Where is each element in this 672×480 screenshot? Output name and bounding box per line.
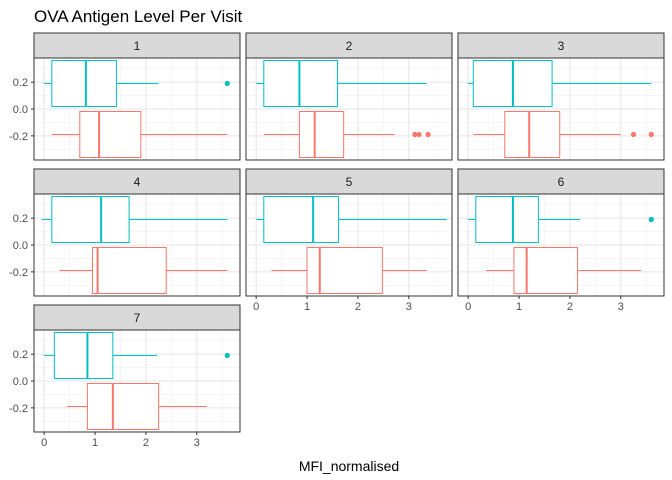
box-iqr (298, 111, 345, 158)
x-tick-label: 2 (143, 437, 149, 449)
box-iqr (306, 247, 383, 294)
boxplot (59, 247, 228, 294)
facet-panel-1: 1 0.2 0.0 -0.2 (9, 32, 241, 161)
box-iqr (263, 60, 339, 107)
outlier-point (416, 131, 422, 138)
boxplot (473, 111, 654, 158)
box-iqr (51, 60, 117, 107)
box-iqr (86, 383, 160, 430)
x-tick-label: 0 (253, 301, 259, 313)
boxplot (256, 60, 427, 107)
x-tick-label: 3 (406, 301, 412, 313)
facet-panel-7: 7 0.2 0.0 -0.2 0 1 2 3 (9, 304, 241, 449)
facet-strip-label: 1 (134, 39, 141, 53)
facet-strip (457, 32, 665, 59)
boxplot (44, 332, 230, 379)
x-axis-title: MFI_normalised (299, 458, 399, 474)
boxplot (468, 60, 652, 107)
boxplot (51, 111, 228, 158)
facet-strip-label: 7 (134, 311, 141, 325)
panel-border (245, 193, 453, 297)
y-tick-label: 0.2 (13, 213, 28, 225)
boxplot (263, 111, 431, 158)
panel-border (457, 57, 665, 161)
y-tick-label: -0.2 (9, 131, 28, 143)
boxplot (67, 383, 207, 430)
boxplot (256, 196, 447, 243)
x-tick-label: 1 (92, 437, 98, 449)
facet-strip-label: 6 (558, 175, 565, 189)
facet-strip (33, 32, 241, 59)
y-tick-label: -0.2 (9, 403, 28, 415)
box-iqr (504, 111, 561, 158)
x-tick-label: 0 (41, 437, 47, 449)
box-iqr (53, 332, 114, 379)
x-tick-label: 1 (304, 301, 310, 313)
x-tick-label: 2 (355, 301, 361, 313)
y-tick-label: 0.2 (13, 77, 28, 89)
y-tick-label: 0.2 (13, 349, 28, 361)
chart-title: OVA Antigen Level Per Visit (34, 7, 242, 26)
boxplot (485, 247, 642, 294)
x-tick-label: 2 (567, 301, 573, 313)
facet-strip-label: 2 (346, 39, 353, 53)
boxplot (44, 60, 230, 107)
panel-border (457, 193, 665, 297)
facet-strip (245, 168, 453, 195)
outlier-point (412, 131, 418, 138)
x-tick-label: 3 (618, 301, 624, 313)
facet-strip (33, 168, 241, 195)
facet-strip (457, 168, 665, 195)
facet-strip-label: 5 (346, 175, 353, 189)
facet-panels: 1 0.2 0.0 -0.2 2 3 4 0.2 0.0 -0.2 5 0 1 2 3 6 0 1 2 3 7 0.2 0.… (9, 32, 665, 449)
panel-border (245, 57, 453, 161)
y-tick-label: 0.0 (13, 376, 28, 388)
x-tick-label: 3 (194, 437, 200, 449)
facet-strip-label: 3 (558, 39, 565, 53)
outlier-point (224, 80, 230, 87)
facet-strip-label: 4 (134, 175, 141, 189)
boxplot (468, 196, 654, 243)
outlier-point (425, 131, 431, 138)
y-tick-label: -0.2 (9, 267, 28, 279)
box-iqr (51, 196, 130, 243)
facet-panel-2: 2 (245, 32, 453, 161)
x-tick-label: 0 (465, 301, 471, 313)
box-iqr (79, 111, 142, 158)
boxplot (271, 247, 427, 294)
outlier-point (648, 131, 654, 138)
facet-panel-3: 3 (457, 32, 665, 161)
x-tick-label: 1 (516, 301, 522, 313)
boxplot (41, 196, 228, 243)
facet-panel-4: 4 0.2 0.0 -0.2 (9, 168, 241, 297)
box-iqr (91, 247, 167, 294)
facet-panel-5: 5 0 1 2 3 (245, 168, 453, 313)
outlier-point (630, 131, 637, 138)
facet-panel-6: 6 0 1 2 3 (457, 168, 665, 313)
facet-strip (245, 32, 453, 59)
y-tick-label: 0.0 (13, 104, 28, 116)
box-iqr (263, 196, 340, 243)
outlier-point (224, 352, 230, 359)
box-iqr (513, 247, 579, 294)
box-iqr (475, 196, 539, 243)
outlier-point (648, 216, 654, 223)
y-tick-label: 0.0 (13, 240, 28, 252)
